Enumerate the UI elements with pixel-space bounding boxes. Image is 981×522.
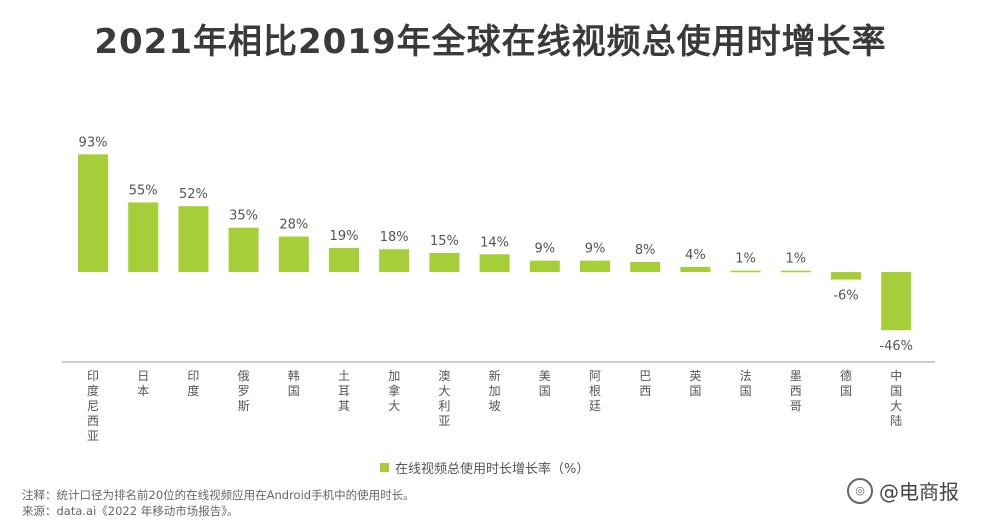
category-label: 英国 — [689, 369, 701, 398]
legend-swatch — [380, 463, 389, 472]
bar-chart: 93% 印度尼西亚 55% 日本 52% 印度 35% 俄罗斯 28% 韩国 19% 土耳其 18% 加拿… — [62, 135, 935, 443]
chart-title: 2021年相比2019年全球在线视频总使用时增长率 — [94, 22, 887, 62]
bar — [831, 272, 861, 280]
bar — [329, 247, 359, 272]
category-label: 墨西哥 — [790, 369, 802, 413]
bar — [630, 261, 661, 272]
data-label: 1% — [735, 252, 756, 267]
category-label: 印度 — [187, 369, 199, 398]
bar — [78, 154, 108, 272]
bar — [580, 260, 610, 272]
data-label: 9% — [534, 242, 555, 257]
category-label: 澳大利亚 — [438, 369, 450, 428]
bar — [228, 227, 259, 272]
category-label: 法国 — [740, 369, 752, 398]
bar — [881, 272, 912, 331]
data-label: 19% — [330, 229, 359, 244]
category-label: 阿根廷 — [589, 369, 601, 413]
bar — [529, 260, 560, 272]
category-label: 印度尼西亚 — [87, 369, 99, 443]
data-label: -6% — [833, 289, 858, 304]
bar — [178, 206, 209, 272]
watermark: ◎ @电商报 — [847, 476, 959, 505]
category-label: 巴西 — [639, 369, 651, 398]
data-label: 4% — [685, 248, 706, 263]
bar — [479, 254, 510, 272]
bar — [780, 270, 811, 273]
category-label: 日本 — [137, 369, 149, 398]
legend-label: 在线视频总使用时长增长率（%） — [395, 462, 590, 477]
data-label: 28% — [279, 218, 308, 233]
bar — [128, 202, 159, 272]
data-label: 52% — [179, 187, 208, 202]
watermark-text: @电商报 — [879, 480, 959, 504]
legend: 在线视频总使用时长增长率（%） — [380, 458, 589, 477]
data-label: 8% — [635, 243, 656, 258]
category-label: 新加坡 — [489, 368, 501, 413]
category-label: 俄罗斯 — [238, 369, 250, 413]
bar — [379, 249, 410, 272]
category-label: 韩国 — [288, 368, 300, 398]
bar — [278, 236, 309, 272]
category-label: 中国大陆 — [890, 368, 902, 428]
data-label: 35% — [229, 209, 258, 224]
data-label: 18% — [380, 230, 409, 245]
data-label: 55% — [129, 183, 158, 198]
source-note: 来源：data.ai《2022 年移动市场报告》。 — [22, 504, 239, 518]
category-label: 土耳其 — [338, 369, 350, 413]
data-label: 15% — [430, 234, 459, 249]
bar — [429, 253, 460, 272]
category-label: 美国 — [539, 369, 551, 398]
data-label: 1% — [785, 252, 806, 267]
data-label: 14% — [480, 235, 509, 250]
data-label: -46% — [879, 339, 913, 354]
watermark-logo-icon: ◎ — [847, 477, 873, 504]
data-label: 93% — [79, 135, 108, 150]
bar — [730, 270, 761, 273]
category-label: 德国 — [840, 368, 852, 398]
bar — [680, 266, 711, 272]
footnote: 注释：统计口径为排名前20位的在线视频应用在Android手机中的使用时长。 — [22, 488, 415, 502]
data-label: 9% — [585, 242, 606, 257]
category-label: 加拿大 — [388, 369, 400, 413]
